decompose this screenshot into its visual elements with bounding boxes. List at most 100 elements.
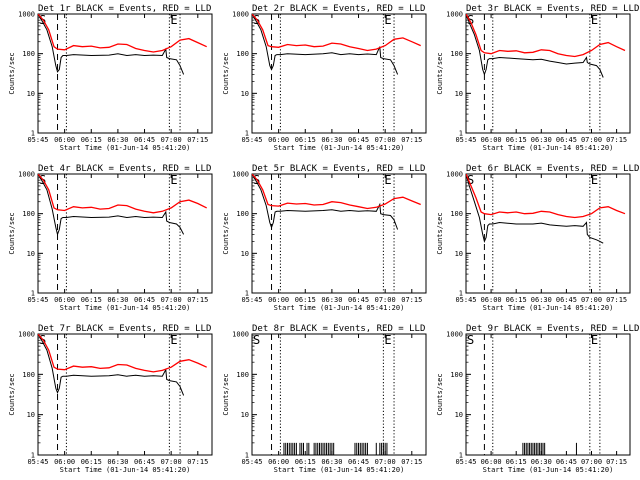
panel-1: Det 1r BLACK = Events, RED = LLD 1 10 100 10… — [8, 4, 213, 152]
y-tick-label: 100 — [22, 50, 35, 58]
x-axis-label: Start Time (01-Jun-14 05:41:20) — [60, 304, 191, 312]
y-axis-label: Counts/sec — [436, 212, 444, 254]
x-axis-label: Start Time (01-Jun-14 05:41:20) — [60, 466, 191, 474]
y-tick-label: 1000 — [446, 171, 463, 179]
x-axis-label: Start Time (01-Jun-14 05:41:20) — [483, 466, 614, 474]
time-marker-label: S — [253, 333, 260, 347]
panel-title: Det 9r BLACK = Events, RED = LLD — [466, 324, 639, 334]
time-marker-label: S — [467, 333, 474, 347]
time-marker-label: E — [384, 173, 391, 187]
x-tick-label: 06:30 — [321, 458, 342, 466]
x-tick-label: 06:45 — [348, 458, 369, 466]
y-axis-label: Counts/sec — [436, 373, 444, 415]
plot-frame — [465, 173, 631, 294]
x-tick-label: 06:00 — [54, 458, 75, 466]
x-tick-label: 06:45 — [556, 136, 577, 144]
x-tick-label: 07:00 — [581, 136, 602, 144]
y-tick-label: 100 — [450, 50, 463, 58]
x-tick-label: 07:15 — [401, 136, 422, 144]
x-tick-label: 07:15 — [606, 296, 627, 304]
x-tick-label: 07:00 — [581, 296, 602, 304]
y-axis-label: Counts/sec — [8, 212, 16, 254]
events-series-line — [38, 14, 185, 75]
y-tick-label: 1000 — [18, 11, 35, 19]
x-tick-label: 07:00 — [375, 458, 396, 466]
y-tick-label: 10 — [241, 250, 249, 258]
y-tick-label: 100 — [22, 371, 35, 379]
panel-title: Det 3r BLACK = Events, RED = LLD — [466, 4, 639, 14]
x-tick-label: 05:45 — [241, 458, 262, 466]
y-tick-label: 1 — [31, 290, 35, 298]
panel-title: Det 1r BLACK = Events, RED = LLD — [38, 4, 211, 14]
time-marker-label: E — [591, 13, 598, 27]
x-tick-label: 06:00 — [268, 458, 289, 466]
x-tick-label: 07:15 — [401, 296, 422, 304]
x-tick-label: 05:45 — [27, 136, 48, 144]
plot-frame — [251, 13, 427, 134]
x-axis-label: Start Time (01-Jun-14 05:41:20) — [274, 466, 405, 474]
y-tick-label: 100 — [450, 210, 463, 218]
x-tick-label: 07:00 — [581, 458, 602, 466]
y-tick-label: 1000 — [446, 11, 463, 19]
x-tick-label: 06:30 — [107, 136, 128, 144]
y-tick-label: 10 — [455, 90, 463, 98]
x-tick-label: 07:15 — [606, 136, 627, 144]
plot-frame — [37, 333, 213, 456]
x-tick-label: 07:00 — [375, 136, 396, 144]
y-tick-label: 1 — [459, 130, 463, 138]
panel-title: Det 7r BLACK = Events, RED = LLD — [38, 324, 211, 334]
x-tick-label: 07:00 — [161, 296, 182, 304]
x-tick-label: 07:15 — [401, 458, 422, 466]
time-marker-label: E — [384, 333, 391, 347]
panel-title: Det 5r BLACK = Events, RED = LLD — [252, 164, 425, 174]
y-tick-label: 100 — [22, 210, 35, 218]
plot-frame — [465, 333, 631, 456]
x-tick-label: 06:45 — [134, 136, 155, 144]
time-marker-label: E — [384, 13, 391, 27]
x-tick-label: 06:15 — [295, 458, 316, 466]
events-series-line — [466, 14, 604, 78]
panel-9: Det 9r BLACK = Events, RED = LLD 1 10 100 10… — [436, 324, 639, 474]
x-tick-label: 06:00 — [481, 296, 502, 304]
x-tick-label: 06:00 — [268, 136, 289, 144]
time-marker-label: E — [591, 173, 598, 187]
panel-5: Det 5r BLACK = Events, RED = LLD 1 10 100 10… — [222, 164, 427, 312]
y-tick-label: 1 — [31, 452, 35, 460]
x-tick-label: 05:45 — [241, 136, 262, 144]
time-marker-label: E — [591, 333, 598, 347]
x-axis-label: Start Time (01-Jun-14 05:41:20) — [483, 304, 614, 312]
y-tick-label: 1000 — [232, 331, 249, 339]
x-tick-label: 06:45 — [556, 296, 577, 304]
x-tick-label: 06:00 — [481, 136, 502, 144]
x-tick-label: 06:30 — [321, 136, 342, 144]
x-tick-label: 06:15 — [295, 136, 316, 144]
lld-series-line — [252, 14, 421, 52]
x-tick-label: 07:00 — [161, 458, 182, 466]
x-tick-label: 06:45 — [348, 296, 369, 304]
x-tick-label: 06:45 — [134, 458, 155, 466]
panel-2: Det 2r BLACK = Events, RED = LLD 1 10 100 10… — [222, 4, 427, 152]
y-tick-label: 1000 — [446, 331, 463, 339]
x-tick-label: 06:00 — [54, 136, 75, 144]
panel-7: Det 7r BLACK = Events, RED = LLD 1 10 100 10… — [8, 324, 213, 474]
x-tick-label: 07:00 — [161, 136, 182, 144]
x-tick-label: 06:30 — [531, 458, 552, 466]
y-tick-label: 10 — [455, 411, 463, 419]
plot-frame — [37, 173, 213, 294]
x-tick-label: 07:15 — [187, 296, 208, 304]
y-tick-label: 100 — [236, 50, 249, 58]
x-tick-label: 05:45 — [27, 458, 48, 466]
x-tick-label: 05:45 — [455, 458, 476, 466]
y-tick-label: 10 — [241, 411, 249, 419]
panel-title: Det 4r BLACK = Events, RED = LLD — [38, 164, 211, 174]
time-marker-label: E — [170, 333, 177, 347]
time-marker-label: E — [170, 13, 177, 27]
x-tick-label: 06:30 — [531, 136, 552, 144]
x-axis-label: Start Time (01-Jun-14 05:41:20) — [274, 144, 405, 152]
y-tick-label: 1 — [245, 452, 249, 460]
lld-series-line — [38, 334, 207, 373]
x-tick-label: 06:30 — [107, 458, 128, 466]
events-series-line — [38, 174, 185, 237]
lld-series-line — [38, 174, 207, 214]
